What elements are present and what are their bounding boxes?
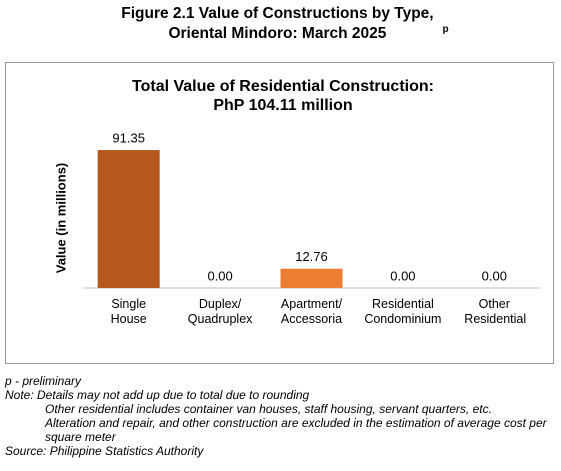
note-line: Alteration and repair, and other constru… xyxy=(45,416,547,444)
note-line: p - preliminary xyxy=(5,374,82,388)
x-tick-label: Duplex/ Quadruplex xyxy=(187,297,253,326)
data-label: 91.35 xyxy=(112,130,145,145)
x-tick-label: Other Residential xyxy=(464,297,527,326)
chart-title-block: Figure 2.1 Value of Constructions by Typ… xyxy=(0,4,561,44)
chart-subtitle: PhP 104.11 million xyxy=(213,97,352,114)
x-tick-label: Apartment/ Accessoria xyxy=(280,297,343,326)
data-label: 0.00 xyxy=(390,268,415,283)
note-line: Note: Details may not add up due to tota… xyxy=(5,388,310,402)
chart-frame xyxy=(5,62,554,364)
data-label: 12.76 xyxy=(295,249,328,264)
chart-title: Figure 2.1 Value of Constructions by Typ… xyxy=(121,5,434,42)
data-label: 0.00 xyxy=(482,268,507,283)
bar xyxy=(97,150,160,288)
x-tick-label: Single House xyxy=(110,297,147,326)
title-superscript: p xyxy=(442,23,449,35)
chart-subtitle: Total Value of Residential Construction: xyxy=(132,78,434,95)
x-tick-label: Residential Condominium xyxy=(364,297,442,326)
data-label: 0.00 xyxy=(207,268,232,283)
note-line: Other residential includes container van… xyxy=(45,402,492,416)
notes: p - preliminary Note: Details may not add… xyxy=(5,374,555,458)
y-axis-label: Value (in millions) xyxy=(53,163,68,274)
note-line: Source: Philippine Statistics Authority xyxy=(5,444,204,458)
bar xyxy=(280,268,343,288)
